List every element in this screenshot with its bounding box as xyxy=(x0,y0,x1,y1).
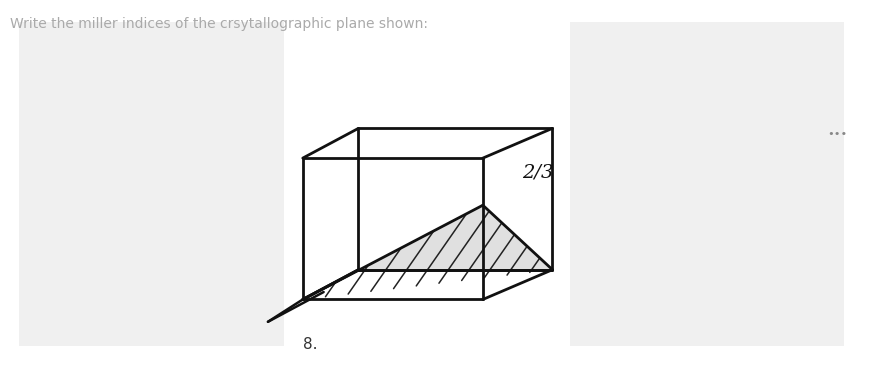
FancyBboxPatch shape xyxy=(19,22,284,346)
Text: 2/3: 2/3 xyxy=(521,164,553,182)
FancyBboxPatch shape xyxy=(284,22,569,346)
FancyBboxPatch shape xyxy=(569,22,843,346)
Text: 8.: 8. xyxy=(302,337,317,352)
Polygon shape xyxy=(302,205,552,299)
Text: Write the miller indices of the crsytallographic plane shown:: Write the miller indices of the crsytall… xyxy=(10,17,428,31)
Text: •••: ••• xyxy=(826,129,846,139)
